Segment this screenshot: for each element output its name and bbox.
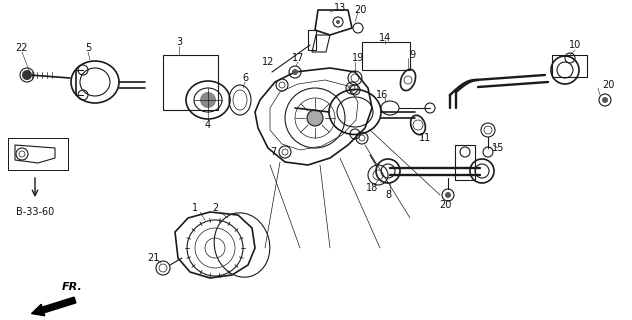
- Text: 13: 13: [334, 3, 346, 13]
- Text: B-33-60: B-33-60: [16, 207, 54, 217]
- Text: 22: 22: [16, 43, 28, 53]
- Bar: [362, 42, 410, 70]
- Circle shape: [200, 92, 216, 108]
- Bar: [552, 55, 587, 77]
- Text: 4: 4: [205, 120, 211, 130]
- Text: 10: 10: [569, 40, 581, 50]
- Text: 9: 9: [409, 50, 415, 60]
- FancyArrow shape: [32, 297, 76, 316]
- Text: 20: 20: [354, 5, 366, 15]
- Text: 5: 5: [85, 43, 91, 53]
- Text: 3: 3: [176, 37, 182, 47]
- Bar: [163, 55, 218, 110]
- Text: 2: 2: [212, 203, 218, 213]
- Circle shape: [336, 20, 340, 24]
- Text: 16: 16: [376, 90, 388, 100]
- Bar: [455, 145, 475, 180]
- Text: 11: 11: [419, 133, 431, 143]
- Text: 21: 21: [147, 253, 159, 263]
- Text: 8: 8: [385, 190, 391, 200]
- Text: FR.: FR.: [62, 282, 82, 292]
- Text: 12: 12: [262, 57, 274, 67]
- Text: 7: 7: [270, 147, 276, 157]
- Circle shape: [445, 192, 451, 198]
- Text: 14: 14: [379, 33, 391, 43]
- Text: 1: 1: [192, 203, 198, 213]
- Text: 20: 20: [602, 80, 614, 90]
- Text: 17: 17: [292, 53, 304, 63]
- Text: 15: 15: [492, 143, 504, 153]
- Circle shape: [292, 69, 298, 75]
- Text: 18: 18: [366, 183, 378, 193]
- Circle shape: [307, 110, 323, 126]
- Text: 20: 20: [439, 200, 451, 210]
- Circle shape: [22, 70, 32, 80]
- Text: 6: 6: [242, 73, 248, 83]
- Bar: [8, 138, 68, 170]
- Circle shape: [602, 97, 608, 103]
- Bar: [308, 30, 316, 50]
- Text: 19: 19: [352, 53, 364, 63]
